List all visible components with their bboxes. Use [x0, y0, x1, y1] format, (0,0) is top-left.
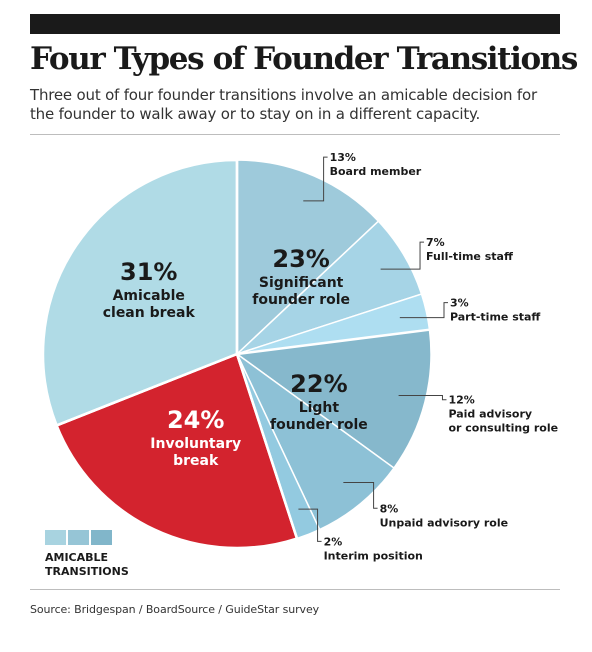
leader-line — [303, 156, 328, 202]
legend-swatch-3 — [91, 530, 112, 545]
leader-line — [380, 241, 425, 270]
sub-label: Part-time staff — [450, 311, 540, 324]
bottom-divider — [30, 589, 560, 590]
leader-line — [298, 508, 322, 542]
sub-label-2: or consulting role — [448, 422, 558, 435]
slice-label-significant-2: founder role — [252, 292, 350, 308]
legend-label: AMICABLE — [45, 551, 108, 564]
slice-label-significant: Significant — [259, 275, 344, 291]
leader-line — [399, 302, 448, 319]
slice-divider — [235, 353, 299, 539]
pie-slice-light-0 — [235, 328, 432, 470]
top-divider — [30, 134, 560, 135]
pie-slice-light-1 — [236, 353, 395, 531]
sub-value: 13% — [330, 151, 356, 164]
slice-divider — [56, 352, 238, 427]
legend-label-2: TRANSITIONS — [45, 565, 129, 578]
source-note: Source: Bridgespan / BoardSource / Guide… — [30, 603, 320, 616]
header-bar — [30, 14, 560, 34]
slice-divider — [236, 328, 430, 356]
sub-label: Full-time staff — [426, 250, 513, 263]
legend-swatch-1 — [45, 530, 66, 545]
leader-line — [343, 482, 378, 509]
sub-value: 7% — [426, 236, 445, 249]
slice-label-light: Light — [299, 400, 340, 416]
legend-swatch-2 — [68, 530, 89, 545]
sub-label: Interim position — [324, 549, 423, 562]
chart-title: Four Types of Founder Transitions — [30, 41, 578, 77]
slice-value-clean: 31% — [120, 258, 177, 286]
sub-value: 12% — [448, 394, 474, 407]
sub-label: Board member — [330, 165, 422, 178]
slice-label-clean-2: clean break — [103, 305, 196, 321]
sub-value: 8% — [380, 502, 399, 515]
slice-value-involuntary: 24% — [167, 406, 224, 434]
slice-label-involuntary-2: break — [173, 453, 219, 469]
sub-value: 3% — [450, 297, 469, 310]
pie-slice-clean — [41, 158, 239, 428]
pie-slice-significant-0 — [236, 159, 380, 356]
slice-label-involuntary: Involuntary — [150, 436, 241, 452]
leader-line — [398, 394, 447, 401]
sub-value: 2% — [324, 535, 343, 548]
chart-subtitle: Three out of four founder transitions in… — [30, 86, 537, 123]
slice-value-significant: 23% — [272, 245, 329, 273]
sub-label: Paid advisory — [448, 408, 532, 421]
slice-label-clean: Amicable — [113, 288, 185, 304]
slice-label-light-2: founder role — [270, 417, 368, 433]
slice-value-light: 22% — [290, 370, 347, 398]
sub-label: Unpaid advisory role — [380, 516, 509, 529]
